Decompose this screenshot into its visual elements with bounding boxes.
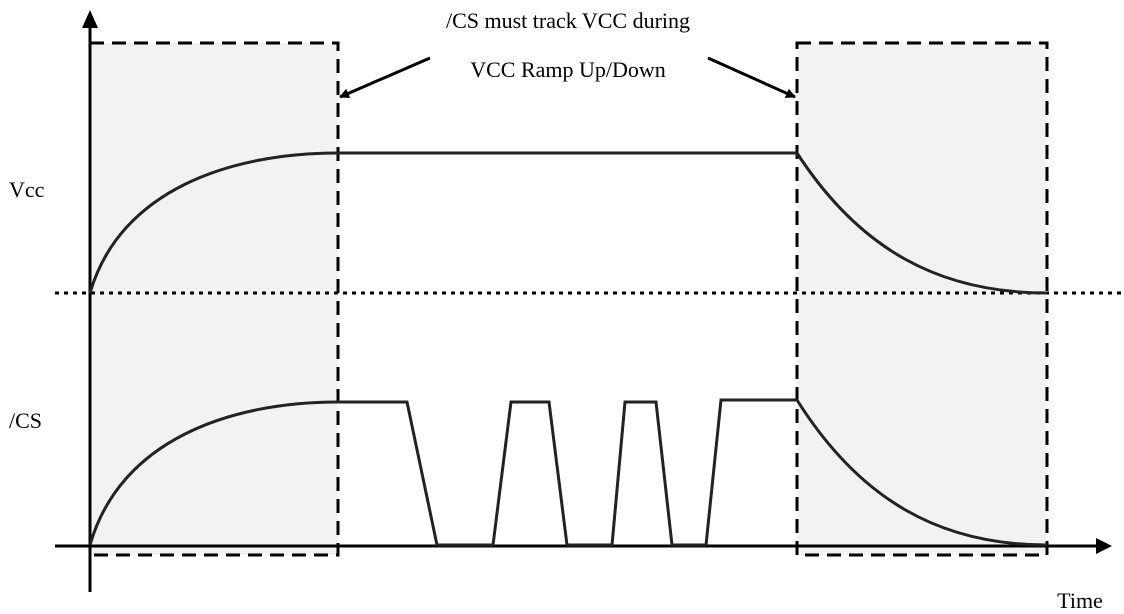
annotation-arrow-left	[339, 56, 431, 99]
x-axis-arrow	[1096, 538, 1112, 554]
x-axis-label: Time	[1057, 588, 1103, 613]
cs-label: /CS	[9, 408, 42, 433]
ramp-down-zone	[795, 41, 1049, 557]
vcc-waveform	[88, 151, 1048, 295]
y-axis-arrow	[82, 10, 98, 28]
annotation-arrow-right	[707, 56, 796, 99]
annotation-line-1: /CS must track VCC during	[446, 8, 690, 33]
annotation-line-2: VCC Ramp Up/Down	[470, 57, 666, 82]
ramp-up-zone	[88, 41, 340, 557]
cs-waveform	[88, 398, 1048, 547]
vcc-label: Vcc	[9, 177, 45, 202]
